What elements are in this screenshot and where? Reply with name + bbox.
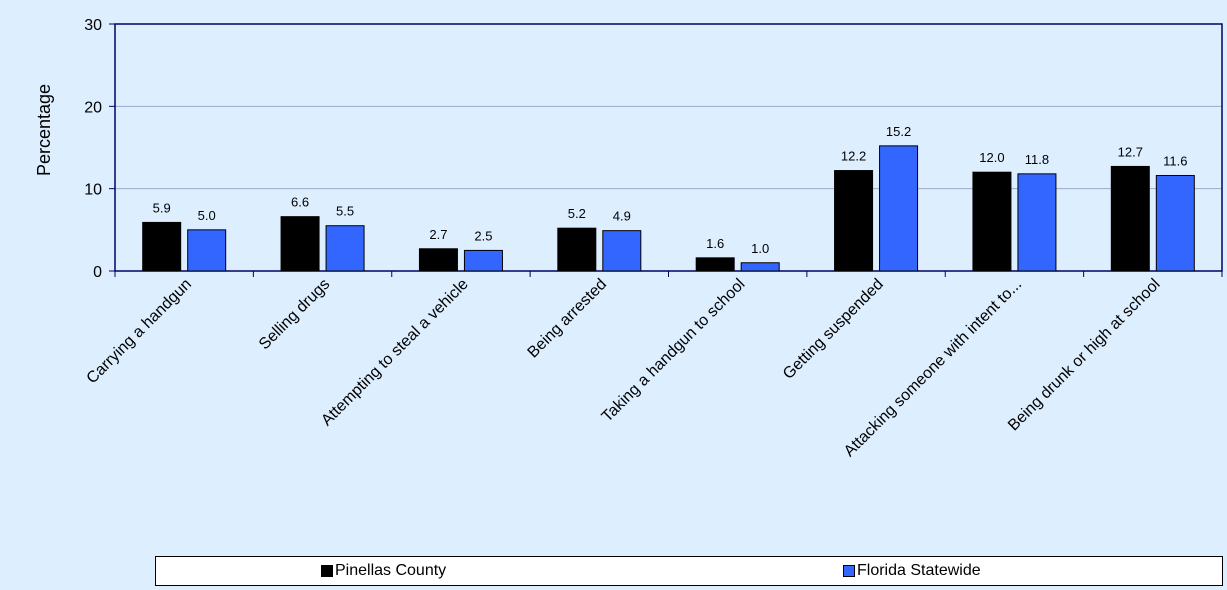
x-category-label: Taking a handgun to school bbox=[599, 276, 749, 426]
y-axis-title: Percentage bbox=[34, 84, 54, 176]
y-tick-label: 20 bbox=[84, 99, 102, 116]
chart-legend: Pinellas County Florida Statewide bbox=[155, 556, 1223, 586]
x-category-label: Carrying a handgun bbox=[84, 276, 195, 387]
data-label: 5.2 bbox=[568, 206, 586, 221]
bar-pinellas bbox=[695, 257, 735, 272]
legend-swatch-florida bbox=[843, 565, 855, 577]
bar-chart: 0 10 20 30 Percentage 5.9 6.6 2.7 5.2 1.6 12.2 12.0… bbox=[34, 17, 1223, 460]
data-label: 5.9 bbox=[153, 200, 171, 215]
data-label: 5.5 bbox=[336, 204, 354, 219]
bar-pinellas bbox=[972, 171, 1012, 272]
y-tick-label: 10 bbox=[84, 182, 102, 199]
legend-swatch-pinellas bbox=[321, 565, 333, 577]
x-category-label: Attempting to steal a vehicle bbox=[318, 276, 472, 430]
bar-florida bbox=[1155, 174, 1195, 272]
data-label: 12.7 bbox=[1118, 144, 1143, 159]
data-label: 4.9 bbox=[613, 209, 631, 224]
bar-pinellas bbox=[418, 248, 458, 272]
y-tick-label: 0 bbox=[93, 264, 102, 281]
data-label: 15.2 bbox=[886, 124, 911, 139]
data-label: 11.8 bbox=[1025, 152, 1049, 167]
data-label: 2.7 bbox=[429, 227, 447, 242]
x-category-label: Selling drugs bbox=[256, 276, 333, 353]
bar-pinellas bbox=[557, 227, 597, 272]
x-category-label: Being arrested bbox=[525, 276, 611, 362]
y-tick-label: 30 bbox=[84, 17, 102, 34]
bar-florida bbox=[879, 145, 919, 272]
bar-florida bbox=[740, 262, 780, 272]
bar-florida bbox=[187, 229, 227, 272]
x-category-label: Getting suspended bbox=[780, 276, 887, 383]
bar-pinellas bbox=[834, 170, 874, 272]
data-label: 11.6 bbox=[1163, 153, 1187, 168]
bar-florida bbox=[602, 230, 642, 272]
data-label: 6.6 bbox=[291, 195, 309, 210]
bar-florida bbox=[463, 249, 503, 272]
legend-item-pinellas: Pinellas County bbox=[321, 562, 446, 580]
legend-label-pinellas: Pinellas County bbox=[335, 562, 447, 579]
bar-florida bbox=[325, 225, 365, 272]
data-label: 1.0 bbox=[751, 241, 769, 256]
data-label: 12.0 bbox=[979, 150, 1004, 165]
data-label: 1.6 bbox=[706, 236, 724, 251]
x-category-label: Being drunk or high at school bbox=[1005, 276, 1164, 435]
legend-item-florida: Florida Statewide bbox=[843, 562, 981, 580]
legend-label-florida: Florida Statewide bbox=[857, 562, 981, 579]
data-label: 12.2 bbox=[841, 149, 866, 164]
bar-florida bbox=[1017, 173, 1057, 272]
bar-pinellas bbox=[280, 216, 320, 272]
data-label: 5.0 bbox=[198, 208, 216, 223]
bar-pinellas bbox=[142, 221, 182, 272]
data-label: 2.5 bbox=[474, 228, 492, 243]
bar-pinellas bbox=[1110, 165, 1150, 272]
